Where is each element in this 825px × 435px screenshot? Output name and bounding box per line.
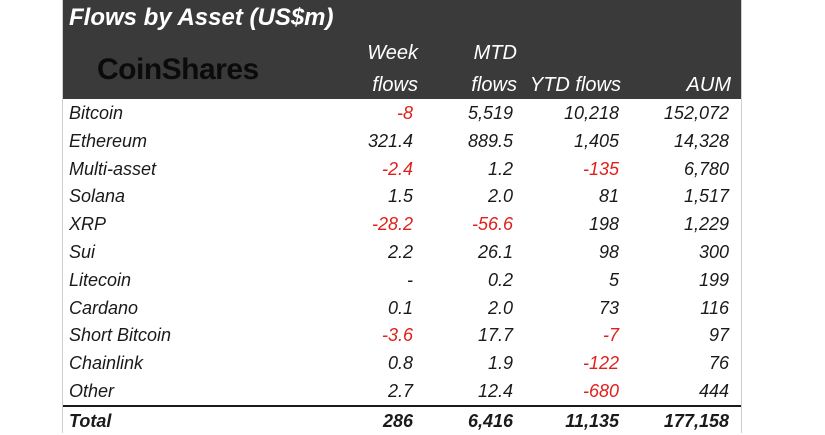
header-week-line2: flows (372, 74, 418, 96)
cell-ytd: 5 (608, 269, 619, 290)
cell-aum: 1,229 (683, 214, 729, 235)
cell-name: Chainlink (69, 353, 144, 374)
cell-aum: 1,517 (683, 186, 729, 207)
cell-week: 2.2 (387, 241, 413, 262)
cell-name: Multi-asset (69, 158, 157, 179)
cell-mtd: 0.2 (487, 269, 513, 290)
cell-name: Short Bitcoin (69, 325, 172, 346)
cell-week: 0.1 (387, 297, 413, 318)
total-cell-week: 286 (382, 410, 413, 431)
cell-aum: 97 (708, 325, 729, 346)
cell-week: 321.4 (367, 130, 413, 151)
cell-mtd: 26.1 (477, 241, 513, 262)
cell-week: 0.8 (387, 353, 413, 374)
cell-mtd: 2.0 (487, 186, 513, 207)
cell-mtd: 1.2 (487, 158, 513, 179)
cell-week: -28.2 (371, 214, 413, 235)
cell-ytd: -135 (582, 158, 619, 179)
cell-aum: 76 (708, 353, 729, 374)
table-row: Cardano 0.1 2.0 73 116 (63, 294, 741, 322)
cell-mtd: 889.5 (467, 130, 513, 151)
table-row: Litecoin - 0.2 5 199 (63, 266, 741, 294)
cell-aum: 14,328 (673, 130, 729, 151)
total-cell-aum: 177,158 (663, 410, 729, 431)
cell-ytd: 10,218 (563, 103, 619, 123)
header-mtd-line2: flows (471, 74, 517, 96)
table-row: Multi-asset -2.4 1.2 -135 6,780 (63, 155, 741, 183)
cell-mtd: 12.4 (477, 380, 513, 401)
total-cell-mtd: 6,416 (467, 410, 513, 431)
cell-name: Litecoin (69, 269, 132, 290)
table-row: Other 2.7 12.4 -680 444 (63, 377, 741, 405)
coinshares-logo: CoinShares (97, 53, 259, 86)
cell-name: Ethereum (69, 130, 148, 151)
total-row: Total 286 6,416 11,135 177,158 (63, 404, 741, 435)
cell-week: 1.5 (387, 186, 413, 207)
header-ytd: YTD flows (529, 74, 621, 96)
cell-aum: 6,780 (683, 158, 729, 179)
table-row: Sui 2.2 26.1 98 300 (63, 238, 741, 266)
table-row: Bitcoin -8 5,519 10,218 152,072 (63, 99, 741, 127)
table-row: XRP -28.2 -56.6 198 1,229 (63, 210, 741, 238)
cell-name: XRP (69, 214, 107, 235)
table-body: Bitcoin -8 5,519 10,218 152,072 Ethereum 321.4… (63, 99, 741, 435)
header-aum: AUM (686, 74, 731, 96)
cell-ytd: 198 (588, 214, 619, 235)
cell-name: Bitcoin (69, 103, 124, 123)
cell-aum: 444 (698, 380, 729, 401)
cell-aum: 152,072 (663, 103, 729, 123)
cell-ytd: 98 (598, 241, 619, 262)
cell-mtd: 5,519 (467, 103, 513, 123)
cell-aum: 300 (698, 241, 729, 262)
cell-ytd: 1,405 (573, 130, 619, 151)
table-row: Chainlink 0.8 1.9 -122 76 (63, 349, 741, 377)
cell-mtd: -56.6 (471, 214, 513, 235)
cell-mtd: 17.7 (477, 325, 513, 346)
flows-table-panel: Flows by Asset (US$m) CoinShares Week fl… (62, 0, 742, 433)
cell-week: -3.6 (381, 325, 413, 346)
cell-ytd: -122 (582, 353, 619, 374)
cell-aum: 199 (698, 269, 729, 290)
cell-aum: 116 (700, 297, 729, 318)
cell-name: Solana (69, 186, 126, 207)
cell-ytd: -680 (582, 380, 619, 401)
cell-week: 2.7 (387, 380, 413, 401)
cell-week: -2.4 (381, 158, 413, 179)
header-week-line1: Week (367, 42, 418, 64)
table-title: Flows by Asset (US$m) (69, 4, 334, 31)
table-header: Flows by Asset (US$m) CoinShares Week fl… (63, 0, 741, 99)
total-cell-name: Total (69, 410, 112, 431)
cell-mtd: 2.0 (487, 297, 513, 318)
cell-name: Other (69, 380, 115, 401)
header-mtd-line1: MTD (473, 42, 517, 64)
cell-week: - (407, 269, 413, 290)
cell-ytd: 81 (598, 186, 619, 207)
cell-name: Cardano (69, 297, 139, 318)
table-row: Short Bitcoin -3.6 17.7 -7 97 (63, 321, 741, 349)
cell-ytd: -7 (602, 325, 619, 346)
cell-ytd: 73 (598, 297, 619, 318)
cell-name: Sui (69, 241, 96, 262)
table-row: Solana 1.5 2.0 81 1,517 (63, 182, 741, 210)
cell-week: -8 (396, 103, 413, 123)
cell-mtd: 1.9 (487, 353, 513, 374)
total-cell-ytd: 11,135 (565, 410, 619, 431)
table-row: Ethereum 321.4 889.5 1,405 14,328 (63, 127, 741, 155)
